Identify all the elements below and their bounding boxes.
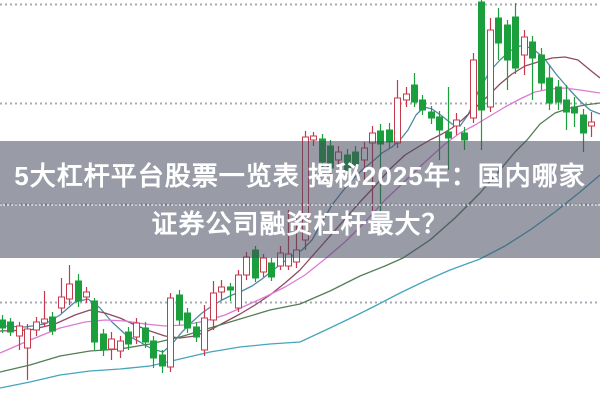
- headline-banner: 5大杠杆平台股票一览表 揭秘2025年：国内哪家 证券公司融资杠杆最大？: [0, 141, 600, 258]
- candle-down: [268, 258, 275, 281]
- candle-down: [546, 65, 553, 110]
- candle-down: [150, 336, 157, 368]
- candle-up: [588, 112, 595, 137]
- candle-down: [428, 106, 435, 124]
- candle-down: [7, 318, 14, 336]
- candle-down: [49, 312, 56, 335]
- candle-up: [24, 324, 31, 380]
- candle-up: [41, 291, 48, 327]
- candle-up: [133, 318, 140, 344]
- candle-down: [495, 8, 502, 60]
- headline-line-2: 证券公司融资杠杆最大？: [151, 208, 449, 239]
- candle-down: [0, 315, 6, 333]
- candle-down: [571, 97, 578, 127]
- gridline-overlay: [0, 204, 600, 206]
- candle-down: [529, 36, 536, 100]
- ma-line-ma-long-green: [0, 102, 600, 373]
- candle-down: [504, 20, 511, 90]
- candle-up: [453, 113, 460, 135]
- candle-down: [419, 95, 426, 115]
- candle-up: [167, 293, 174, 372]
- candle-down: [75, 274, 82, 307]
- candle-up: [403, 87, 410, 107]
- candle-down: [125, 327, 132, 350]
- candle-up: [394, 80, 401, 148]
- candle-down: [176, 290, 183, 325]
- candle-down: [193, 322, 200, 342]
- candle-down: [478, 0, 485, 150]
- candle-down: [91, 298, 98, 350]
- candle-down: [100, 329, 107, 356]
- candle-up: [66, 265, 73, 305]
- candle-up: [201, 305, 208, 356]
- candle-down: [227, 283, 234, 301]
- candle-up: [58, 278, 65, 313]
- headline-line-1: 5大杠杆平台股票一览表 揭秘2025年：国内哪家: [14, 160, 586, 191]
- candle-down: [538, 48, 545, 90]
- candle-down: [563, 85, 570, 130]
- candle-down: [555, 80, 562, 110]
- candle-down: [184, 308, 191, 333]
- candle-up: [521, 30, 528, 75]
- candle-up: [117, 336, 124, 358]
- candle-down: [411, 73, 418, 107]
- candle-up: [235, 270, 242, 312]
- candle-up: [218, 280, 225, 300]
- candle-up: [83, 287, 90, 303]
- candle-up: [487, 18, 494, 112]
- candle-up: [16, 322, 23, 350]
- candle-up: [33, 317, 40, 336]
- candle-up: [108, 332, 115, 360]
- candle-down: [512, 3, 519, 74]
- candle-down: [142, 322, 149, 348]
- candle-down: [159, 350, 166, 373]
- candle-up: [470, 53, 477, 123]
- candle-up: [210, 281, 217, 330]
